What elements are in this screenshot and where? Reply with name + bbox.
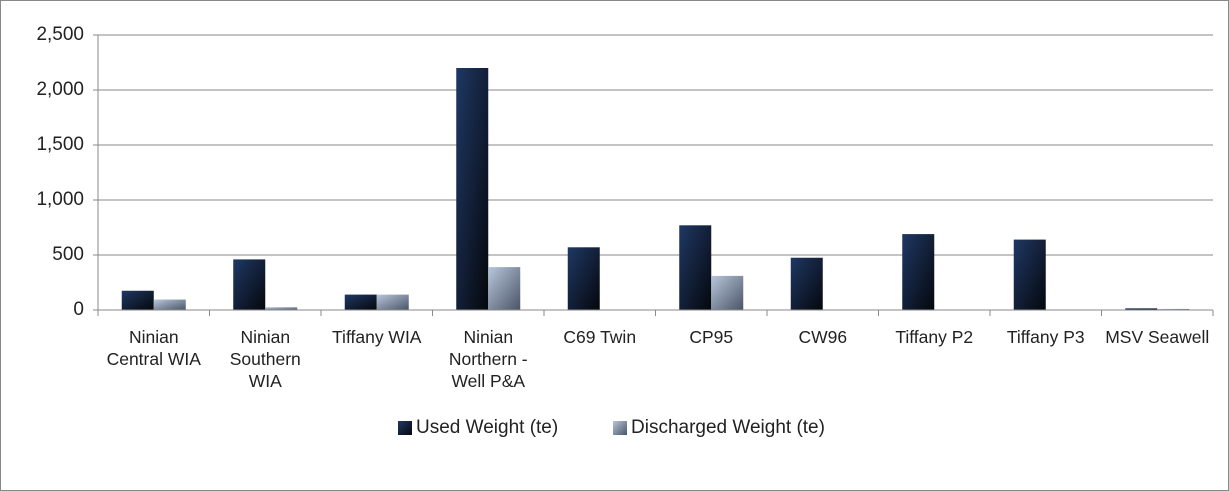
bar — [1013, 239, 1046, 310]
x-tick-label: Tiffany WIA — [332, 327, 422, 347]
y-tick-label: 0 — [73, 299, 84, 320]
bar — [376, 294, 409, 310]
x-tick-label: Tiffany P3 — [1006, 327, 1085, 347]
bar — [153, 299, 186, 310]
bar — [344, 294, 377, 310]
bar — [265, 307, 298, 310]
legend-label: Discharged Weight (te) — [631, 417, 825, 438]
bar — [902, 234, 935, 310]
x-tick-label: CP95 — [689, 327, 734, 347]
x-tick-label: Ninian Northern - Well P&A — [448, 327, 528, 391]
x-tick-label: Tiffany P2 — [895, 327, 974, 347]
legend-label: Used Weight (te) — [416, 417, 558, 438]
legend-swatch — [613, 421, 627, 435]
bar — [711, 275, 744, 310]
bar — [488, 267, 521, 310]
x-tick-label: Ninian Central WIA — [106, 327, 201, 369]
x-tick-label: CW96 — [798, 327, 848, 347]
x-tick-label: MSV Seawell — [1105, 327, 1210, 347]
y-tick-label: 2,000 — [36, 79, 84, 100]
bar — [121, 290, 154, 310]
x-tick-label: Ninian Southern WIA — [229, 327, 301, 391]
bar — [456, 68, 489, 310]
bar — [567, 247, 600, 310]
x-tick-label: C69 Twin — [563, 327, 637, 347]
bar — [233, 259, 266, 310]
y-tick-label: 500 — [52, 244, 84, 265]
y-tick-label: 1,000 — [36, 189, 84, 210]
bar — [679, 225, 712, 310]
y-tick-label: 2,500 — [36, 24, 84, 45]
bar — [1157, 308, 1190, 310]
bar — [1125, 308, 1158, 310]
y-tick-label: 1,500 — [36, 134, 84, 155]
legend-swatch — [398, 421, 412, 435]
bar — [790, 257, 823, 310]
